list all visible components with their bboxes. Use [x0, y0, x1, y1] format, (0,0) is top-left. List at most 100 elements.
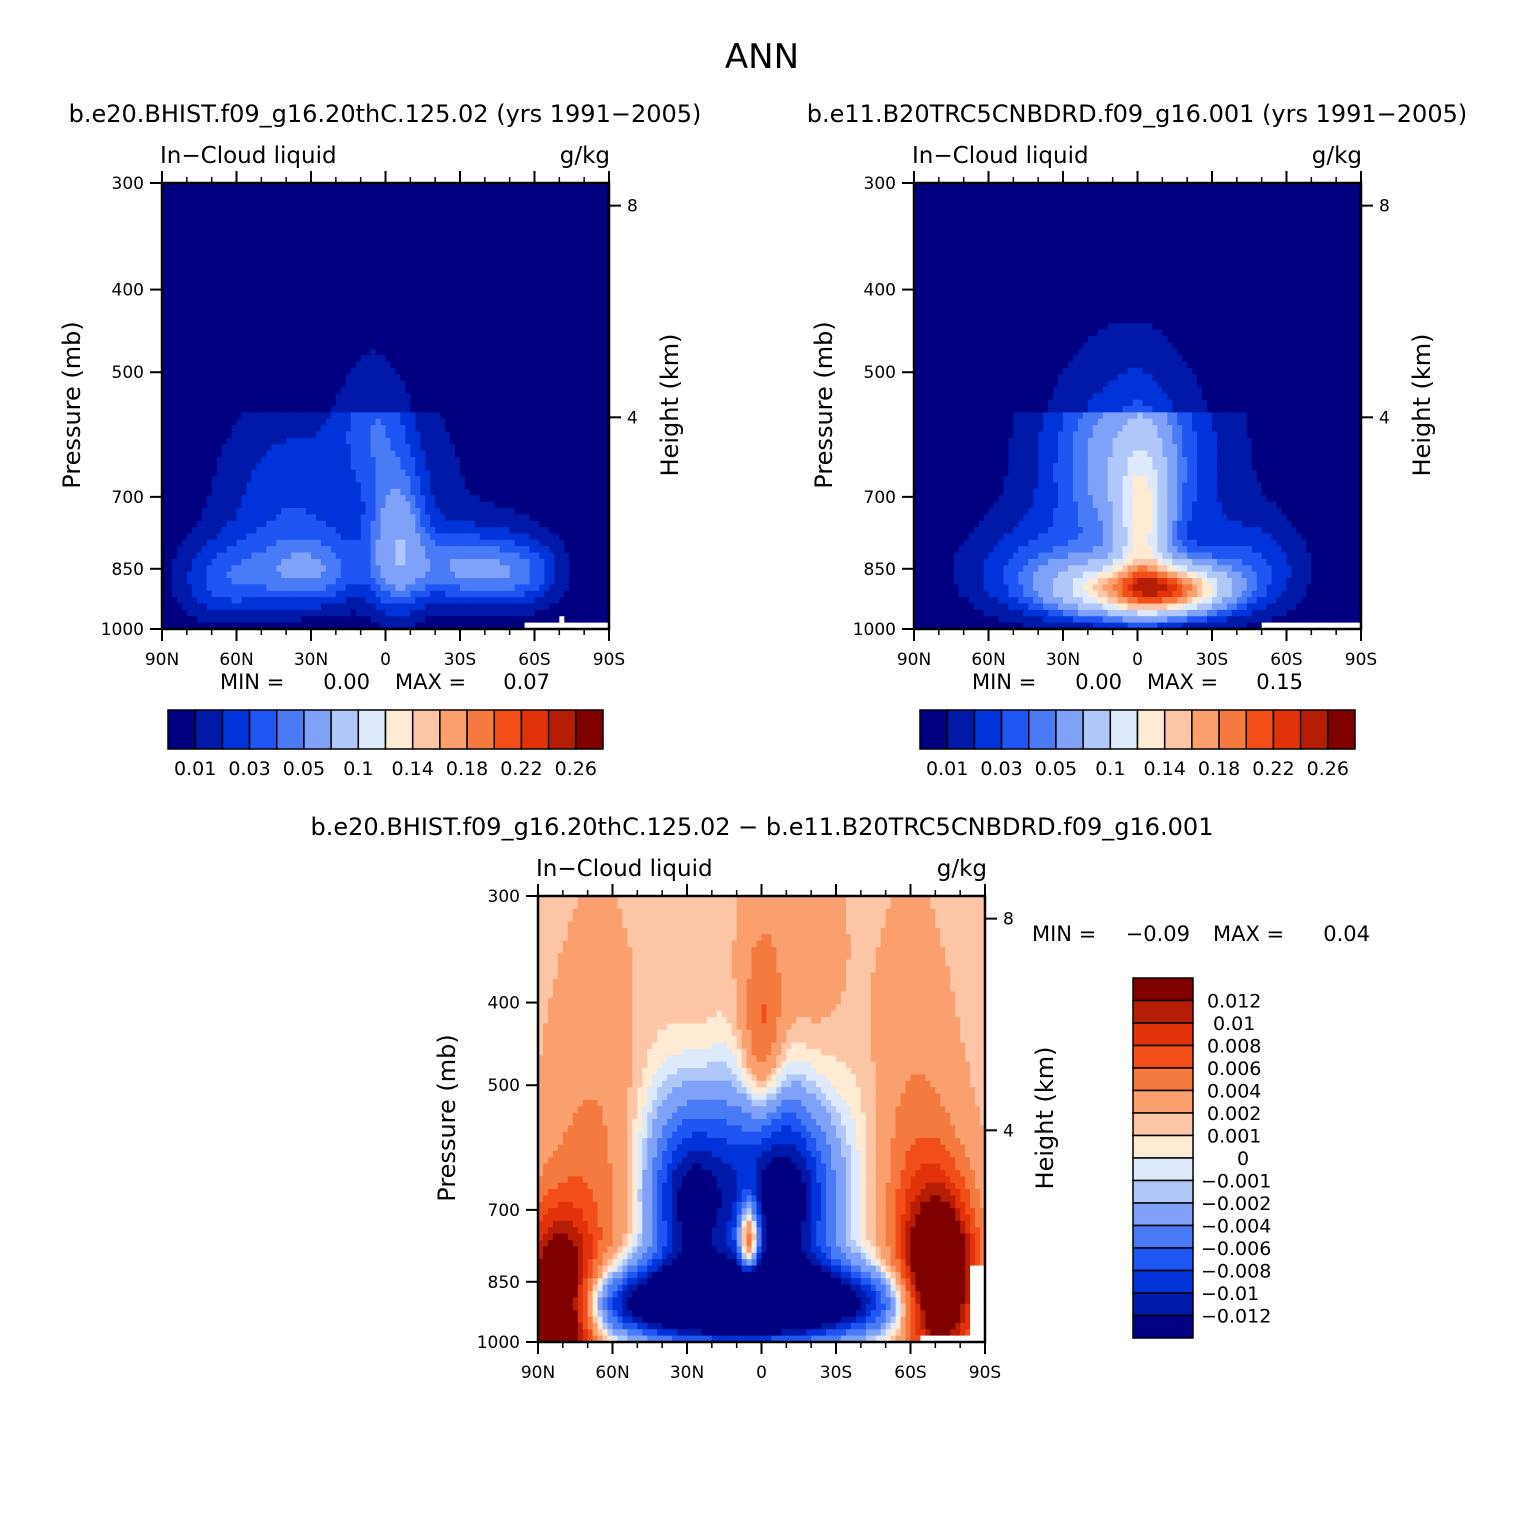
- panel-1-field-cell: [246, 214, 252, 222]
- panel-1-field-cell: [599, 297, 605, 305]
- panel-1-field-cell: [549, 348, 555, 356]
- panel-1-field-cell: [206, 335, 213, 343]
- panel-1-field-cell: [489, 335, 496, 343]
- panel-1-field-cell: [261, 501, 267, 509]
- panel-1-field-cell: [176, 444, 183, 452]
- panel-1-field-cell: [236, 495, 243, 503]
- panel-1-field-cell: [216, 450, 223, 458]
- panel-1-field-cell: [355, 533, 362, 541]
- panel-1-field-cell: [330, 488, 337, 496]
- panel-1-field-cell: [241, 297, 248, 305]
- panel-1-field-cell: [286, 463, 292, 471]
- panel-1-field-cell: [360, 393, 367, 401]
- panel-1-field-cell: [539, 393, 546, 401]
- panel-1-field-cell: [306, 233, 312, 241]
- panel-1-field-cell: [489, 221, 496, 229]
- panel-1-field-cell: [415, 246, 421, 254]
- panel-1-field-cell: [390, 348, 397, 356]
- panel-1-field-cell: [211, 425, 218, 433]
- panel-1-field-cell: [464, 406, 471, 413]
- panel-1-field-cell: [380, 272, 387, 280]
- panel-1-field-cell: [494, 367, 501, 375]
- panel-1-field-cell: [350, 272, 357, 280]
- panel-1-field-cell: [296, 361, 302, 369]
- panel-1-field-cell: [236, 482, 243, 490]
- panel-1-field-cell: [311, 431, 317, 439]
- panel-1-field-cell: [584, 195, 590, 203]
- panel-1-field-cell: [176, 527, 183, 535]
- panel-1-field-cell: [539, 208, 546, 216]
- panel-1-field-cell: [370, 291, 377, 299]
- panel-1-field-cell: [335, 355, 342, 362]
- panel-1-field-cell: [469, 476, 476, 484]
- panel-1-field-cell: [370, 221, 377, 229]
- panel-1-field-cell: [380, 380, 387, 388]
- panel-1-field-cell: [415, 444, 421, 452]
- panel-1-field-cell: [469, 316, 476, 324]
- panel-1-field-cell: [276, 348, 282, 356]
- panel-1-field-cell: [201, 272, 208, 280]
- panel-1-field-cell: [549, 386, 555, 394]
- panel-1-field-cell: [415, 227, 421, 235]
- panel-1-field-cell: [435, 310, 441, 318]
- panel-1-field-cell: [514, 227, 521, 235]
- panel-1-field-cell: [360, 355, 367, 362]
- panel-1-field-cell: [425, 291, 431, 299]
- panel-1-field-cell: [350, 412, 357, 420]
- panel-1-field-cell: [350, 361, 357, 369]
- panel-1-field-cell: [474, 514, 481, 522]
- panel-1-field-cell: [574, 374, 580, 382]
- panel-1-field-cell: [241, 240, 248, 248]
- panel-1-field-cell: [450, 284, 456, 292]
- panel-1-field-cell: [425, 335, 431, 343]
- panel-1-field-cell: [340, 456, 347, 464]
- panel-1-field-cell: [181, 304, 188, 312]
- panel-1-field-cell: [544, 380, 550, 388]
- panel-1-field-cell: [430, 227, 436, 235]
- panel-1-field-cell: [181, 533, 188, 541]
- panel-1-field-cell: [385, 195, 392, 203]
- panel-1-field-cell: [226, 342, 233, 350]
- panel-1-field-cell: [196, 310, 203, 318]
- panel-1-field-cell: [241, 233, 248, 241]
- panel-1-field-cell: [191, 374, 198, 382]
- panel-1-field-cell: [484, 367, 491, 375]
- panel-1-field-cell: [420, 412, 426, 420]
- panel-1-field-cell: [589, 380, 595, 388]
- panel-1-field-cell: [296, 527, 302, 535]
- panel-1-field-cell: [589, 437, 595, 445]
- panel-1-field-cell: [335, 463, 342, 471]
- panel-1-field-cell: [519, 284, 526, 292]
- panel-1-field-cell: [281, 291, 287, 299]
- panel-1-field-cell: [524, 208, 531, 216]
- panel-1-field-cell: [271, 361, 277, 369]
- panel-1-field-cell: [281, 329, 287, 337]
- panel-1-field-cell: [375, 246, 382, 254]
- panel-1-field-cell: [325, 393, 332, 401]
- panel-1-field-cell: [564, 488, 570, 496]
- panel-1-field-cell: [186, 297, 193, 305]
- panel-1-field-cell: [365, 482, 372, 490]
- panel-1-field-cell: [241, 253, 248, 261]
- panel-1-field-cell: [420, 221, 426, 229]
- panel-1-field-cell: [594, 399, 600, 407]
- panel-1-field-cell: [246, 355, 252, 362]
- panel-1-field-cell: [276, 533, 282, 541]
- panel-1-field-cell: [514, 284, 521, 292]
- panel-1-field-cell: [504, 278, 511, 286]
- panel-1-field-cell: [415, 240, 421, 248]
- panel-1-field-cell: [301, 195, 307, 203]
- panel-1-field-cell: [271, 183, 277, 190]
- panel-1-field-cell: [599, 361, 605, 369]
- panel-1-field-cell: [494, 380, 501, 388]
- panel-1-field-cell: [524, 316, 531, 324]
- panel-1-field-cell: [450, 183, 456, 190]
- panel-1-field-cell: [589, 329, 595, 337]
- panel-1-field-cell: [400, 437, 406, 445]
- panel-1-field-cell: [539, 495, 546, 503]
- panel-1-field-cell: [405, 418, 411, 426]
- panel-1-field-cell: [474, 456, 481, 464]
- panel-1-field-cell: [400, 284, 406, 292]
- panel-1-field-cell: [395, 431, 401, 439]
- panel-1-field-cell: [425, 342, 431, 350]
